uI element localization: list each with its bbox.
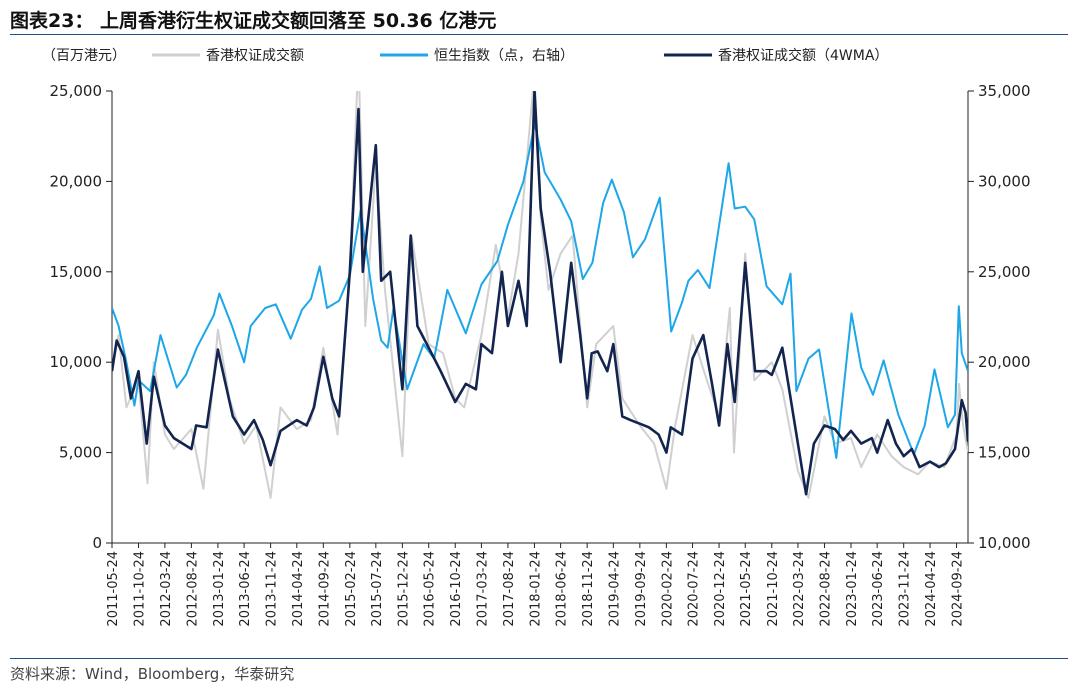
y-right-tick-label: 35,000 [978, 82, 1031, 100]
legend-label-warrant-4wma: 香港权证成交额（4WMA） [718, 47, 888, 64]
x-tick-label: 2022-03-24 [792, 551, 807, 627]
x-tick-label: 2013-06-24 [238, 551, 253, 627]
x-tick-label: 2011-05-24 [106, 551, 121, 627]
source-note: 资料来源：Wind，Bloomberg，华泰研究 [10, 665, 295, 683]
x-tick-label: 2016-05-24 [423, 551, 438, 627]
x-tick-label: 2023-06-24 [871, 551, 886, 627]
x-tick-label: 2013-01-24 [212, 551, 227, 627]
x-tick-label: 2015-12-24 [396, 551, 411, 627]
y-left-tick-label: 5,000 [59, 444, 102, 462]
x-tick-label: 2017-08-24 [502, 551, 517, 627]
x-tick-label: 2011-10-24 [133, 551, 148, 627]
y-right-tick-label: 20,000 [978, 353, 1031, 371]
x-tick-label: 2018-06-24 [555, 551, 570, 627]
y-right-tick-label: 15,000 [978, 444, 1031, 462]
x-tick-label: 2012-08-24 [185, 551, 200, 627]
y-right-tick-label: 30,000 [978, 172, 1031, 190]
x-tick-label: 2018-01-24 [528, 551, 543, 627]
x-tick-label: 2020-02-24 [660, 551, 675, 627]
x-tick-label: 2013-11-24 [265, 551, 280, 627]
x-tick-label: 2024-09-24 [951, 551, 966, 627]
x-tick-label: 2024-04-24 [924, 551, 939, 627]
x-tick-label: 2020-07-24 [687, 551, 702, 627]
series-line-hsi [112, 122, 968, 459]
y-left-tick-label: 25,000 [50, 82, 103, 100]
y-left-tick-label: 0 [92, 534, 102, 552]
unit-label: （百万港元） [42, 48, 126, 64]
x-tick-label: 2015-07-24 [370, 551, 385, 627]
x-tick-label: 2023-11-24 [898, 551, 913, 627]
chart-area: （百万港元） 香港权证成交额 恒生指数（点，右轴） 香港权证成交额（4WMA） … [42, 47, 1031, 627]
title-divider [10, 34, 1068, 35]
legend: （百万港元） 香港权证成交额 恒生指数（点，右轴） 香港权证成交额（4WMA） [42, 47, 888, 64]
x-tick-label: 2021-10-24 [766, 551, 781, 627]
figure-title: 图表23： 上周香港衍生权证成交额回落至 50.36 亿港元 [10, 10, 497, 32]
x-tick-label: 2019-09-24 [634, 551, 649, 627]
y-left-tick-label: 15,000 [50, 263, 103, 281]
y-left-tick-label: 20,000 [50, 172, 103, 190]
x-tick-label: 2015-02-24 [344, 551, 359, 627]
x-tick-label: 2017-03-24 [475, 551, 490, 627]
x-tick-label: 2020-12-24 [713, 551, 728, 627]
x-tick-label: 2014-09-24 [317, 551, 332, 627]
x-tick-label: 2021-05-24 [739, 551, 754, 627]
x-tick-label: 2014-04-24 [291, 551, 306, 627]
x-tick-label: 2016-10-24 [449, 551, 464, 627]
series-line-warrant-4wma [112, 91, 968, 496]
series-layer [112, 91, 968, 499]
x-tick-label: 2018-11-24 [581, 551, 596, 627]
legend-label-hsi: 恒生指数（点，右轴） [434, 48, 574, 64]
x-tick-label: 2019-04-24 [607, 551, 622, 627]
axes: 0 5,000 10,000 15,000 20,000 25,000 10,000 15,0… [50, 82, 1031, 627]
x-tick-label: 2022-08-24 [818, 551, 833, 627]
y-right-tick-label: 25,000 [978, 263, 1031, 281]
x-tick-label: 2012-03-24 [159, 551, 174, 627]
y-left-tick-label: 10,000 [50, 353, 103, 371]
legend-label-warrant-turnover: 香港权证成交额 [206, 47, 304, 64]
footer-divider [10, 658, 1068, 659]
x-tick-label: 2023-01-24 [845, 551, 860, 627]
y-right-tick-label: 10,000 [978, 534, 1031, 552]
